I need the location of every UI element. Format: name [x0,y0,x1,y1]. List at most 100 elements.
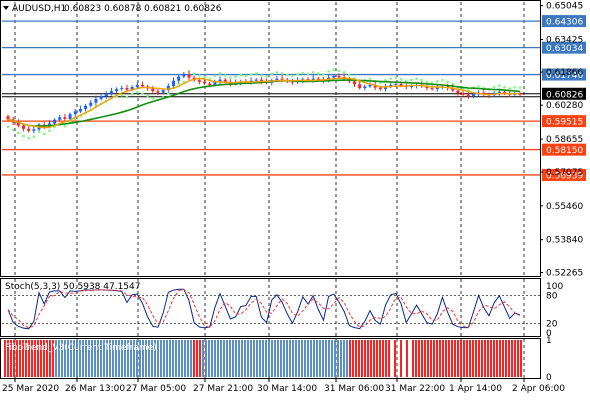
candle-body [120,88,124,90]
fibotrend-bar [355,340,357,377]
psar-dot [11,128,15,132]
psar-dot [327,70,330,73]
psar-dot [37,130,41,134]
fibotrend-bar [127,340,129,377]
fibotrend-bar [418,340,420,377]
fibotrend-bar [520,340,522,377]
fibotrend-bar [130,340,132,377]
candle-body [125,88,129,90]
fibotrend-bar [490,340,492,377]
psar-dot [389,77,393,80]
psar-dot [311,71,315,74]
price-level-tag-bg [542,168,586,181]
candle-body [456,90,460,94]
stochastic-label: Stoch(5,3,3) 50.5938 47.1547 [5,282,140,292]
fibotrend-bar [13,340,15,377]
price-level-tag: 0.56939 [542,168,586,181]
psar-dot [239,73,243,77]
fibotrend-bar [67,340,69,377]
candle-body [213,82,217,85]
time-axis-label: 1 Apr 14:00 [449,384,502,394]
fibotrend-bar [34,340,36,377]
candle-body [223,79,227,82]
psar-dot [477,85,480,88]
fibotrend-bar [478,340,480,377]
psar-dot [446,80,449,84]
candle-body [502,91,506,94]
psar-dot [306,72,310,76]
chart-menu-triangle-icon[interactable] [3,6,9,10]
fibotrend-bar [94,340,96,377]
fibotrend-bar [10,340,12,377]
candle-body [368,84,372,87]
psar-dot [48,129,51,133]
stochastic-axis-label: 80 [546,291,558,301]
fibotrend-bar [253,340,255,377]
fibotrend-bar [226,340,228,377]
fibotrend-bar [178,340,180,377]
fibotrend-bar [61,340,63,377]
candle-body [78,108,82,112]
candle-body [358,84,362,89]
fibotrend-bar [211,340,213,377]
fibotrend-bar [190,340,192,377]
psar-dot [420,78,424,82]
candle-body [471,93,475,97]
stochastic-axis-label: 0 [546,329,552,339]
fibotrend-bar [271,340,273,377]
price-level-tag-value: 0.58150 [546,146,583,156]
fibotrend-bar [481,340,483,377]
candle-body [182,74,186,77]
price-axis-label: 0.57075 [546,168,583,178]
fibotrend-bar [196,340,198,377]
candle-body [115,89,119,92]
price-axis[interactable]: 0.64306 0.63034 0.61746 0.60826 0.59515 0.581… [540,2,586,383]
fibotrend-bar [307,340,309,377]
fibotrend-bar [118,340,120,377]
candle-body [68,114,72,119]
fibotrend-bar [76,340,78,377]
psar-dot [425,80,429,84]
fibotrend-bar [187,340,189,377]
candle-body [130,86,134,90]
psar-dot [384,78,387,82]
psar-dot [198,74,201,77]
fibotrend-bar [31,340,33,377]
price-level-tag-value: 0.59515 [546,118,583,128]
psar-dot [32,135,36,139]
psar-dot [435,80,439,83]
price-level-tag-bg [542,143,586,156]
time-axis[interactable]: 25 Mar 2020 26 Mar 13:00 27 Mar 05:00 27 Ma… [2,379,565,394]
psar-dot [177,82,180,86]
candle-body [451,88,455,91]
fibotrend-bar [136,340,138,377]
fibotrend-bar [16,340,18,377]
fibotrend-bar [505,340,507,377]
fibotrend-bar [79,340,81,377]
price-axis-label: 0.60280 [546,101,583,111]
time-axis-label: 31 Mar 06:00 [324,384,384,394]
candle-body [104,93,108,97]
fibotrend-bar [346,340,348,377]
fibotrend-bar [238,340,240,377]
psar-dot [415,77,418,80]
price-axis-label: 0.65045 [546,2,583,12]
psar-dot [404,79,408,83]
candle-body [254,79,258,81]
candle-body [337,75,341,78]
fibotrend-bar [394,340,396,377]
psar-dot [451,82,455,86]
fibotrend-axis-label: 0 [546,373,552,383]
fibotrend-bar [58,340,60,377]
main-panel-frame [0,0,541,277]
fibotrend-bar [337,340,339,377]
candle-body [177,76,181,81]
time-axis-label: 27 Mar 21:00 [193,384,253,394]
fibotrend-bar [43,340,45,377]
price-axis-label: 0.52265 [546,269,583,279]
fibotrend-histogram [4,340,522,377]
psar-dot [146,94,149,98]
psar-dot [301,71,305,75]
fibotrend-bar [364,340,366,377]
